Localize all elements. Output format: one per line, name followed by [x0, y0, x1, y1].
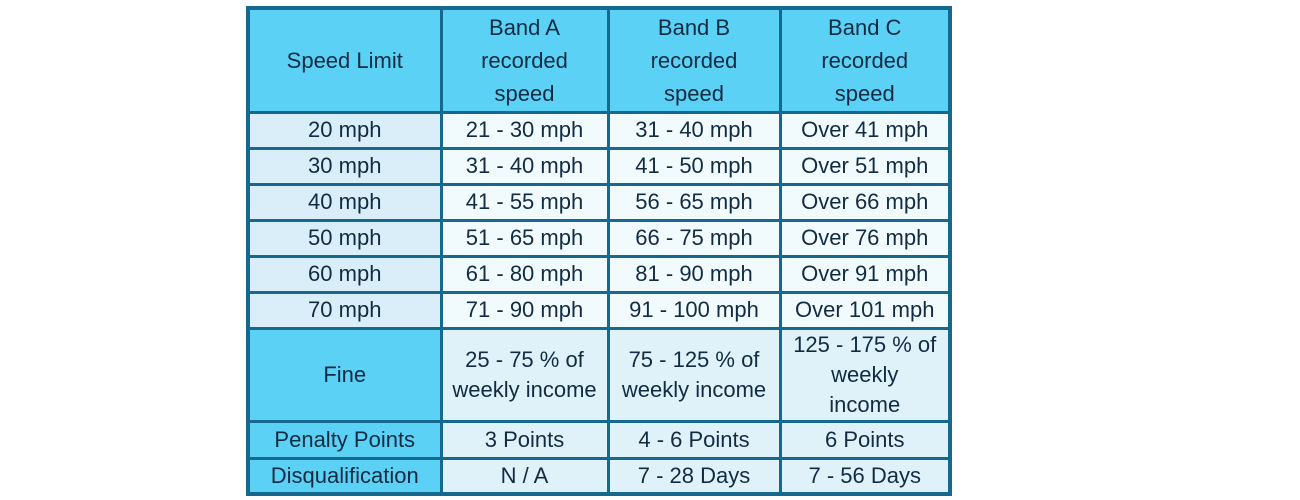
table-row-fine: Fine 25 - 75 % of weekly income 75 - 125… [246, 326, 952, 423]
speed-limit-cell: 40 mph [246, 182, 443, 222]
band-c-cell: Over 91 mph [778, 254, 952, 294]
band-b-sub2: speed [664, 80, 724, 106]
table-row-30mph: 30 mph 31 - 40 mph 41 - 50 mph Over 51 m… [246, 146, 952, 186]
speeding-fines-table: Speed Limit Band A recorded speed Band B… [246, 6, 952, 496]
band-b-cell: 31 - 40 mph [606, 110, 782, 150]
band-b-name: Band B [657, 14, 731, 40]
disqualification-band-a-cell: N / A [439, 456, 610, 496]
band-c-cell: Over 51 mph [778, 146, 952, 186]
header-band-a: Band A recorded speed [439, 6, 610, 114]
fine-band-c-line2: weekly [831, 361, 899, 387]
disqualification-band-c-cell: 7 - 56 Days [778, 456, 952, 496]
fine-band-c-cell: 125 - 175 % of weekly income [778, 326, 952, 423]
band-b-cell: 56 - 65 mph [606, 182, 782, 222]
disqualification-band-b-cell: 7 - 28 Days [606, 456, 782, 496]
band-a-cell: 71 - 90 mph [439, 290, 610, 330]
header-row: Speed Limit Band A recorded speed Band B… [246, 6, 952, 114]
penalty-band-c-cell: 6 Points [778, 419, 952, 460]
header-band-b: Band B recorded speed [606, 6, 782, 114]
header-speed-limit-label: Speed Limit [286, 47, 403, 73]
table-row-50mph: 50 mph 51 - 65 mph 66 - 75 mph Over 76 m… [246, 218, 952, 258]
header-speed-limit: Speed Limit [246, 6, 443, 114]
band-b-cell: 66 - 75 mph [606, 218, 782, 258]
fine-band-b-line2: weekly income [621, 376, 767, 402]
disqualification-label-cell: Disqualification [246, 456, 443, 496]
penalty-label-cell: Penalty Points [246, 419, 443, 460]
band-c-sub1: recorded [821, 47, 909, 73]
speed-limit-cell: 50 mph [246, 218, 443, 258]
band-a-cell: 21 - 30 mph [439, 110, 610, 150]
table-row-60mph: 60 mph 61 - 80 mph 81 - 90 mph Over 91 m… [246, 254, 952, 294]
table-row-penalty-points: Penalty Points 3 Points 4 - 6 Points 6 P… [246, 419, 952, 460]
table-row-disqualification: Disqualification N / A 7 - 28 Days 7 - 5… [246, 456, 952, 496]
fine-band-a-line1: 25 - 75 % of [465, 346, 584, 372]
fine-band-a-cell: 25 - 75 % of weekly income [439, 326, 610, 423]
band-b-cell: 91 - 100 mph [606, 290, 782, 330]
fine-label-cell: Fine [246, 326, 443, 423]
band-c-cell: Over 41 mph [778, 110, 952, 150]
band-a-name: Band A [489, 14, 560, 40]
fine-band-c-line1: 125 - 175 % of [793, 331, 937, 357]
band-b-sub1: recorded [650, 47, 738, 73]
band-c-cell: Over 101 mph [778, 290, 952, 330]
table-row-20mph: 20 mph 21 - 30 mph 31 - 40 mph Over 41 m… [246, 110, 952, 150]
table-row-40mph: 40 mph 41 - 55 mph 56 - 65 mph Over 66 m… [246, 182, 952, 222]
band-a-cell: 51 - 65 mph [439, 218, 610, 258]
penalty-band-a-cell: 3 Points [439, 419, 610, 460]
fine-band-c-line3: income [829, 391, 901, 417]
fine-band-a-line2: weekly income [452, 376, 597, 402]
band-a-cell: 31 - 40 mph [439, 146, 610, 186]
speed-limit-cell: 20 mph [246, 110, 443, 150]
band-a-sub2: speed [494, 80, 555, 106]
band-a-sub1: recorded [481, 47, 568, 73]
band-b-cell: 81 - 90 mph [606, 254, 782, 294]
speed-limit-cell: 60 mph [246, 254, 443, 294]
speed-limit-cell: 30 mph [246, 146, 443, 186]
table-row-70mph: 70 mph 71 - 90 mph 91 - 100 mph Over 101… [246, 290, 952, 330]
band-a-cell: 61 - 80 mph [439, 254, 610, 294]
penalty-band-b-cell: 4 - 6 Points [606, 419, 782, 460]
band-c-cell: Over 66 mph [778, 182, 952, 222]
fine-band-b-line1: 75 - 125 % of [628, 346, 760, 372]
band-b-cell: 41 - 50 mph [606, 146, 782, 186]
band-c-name: Band C [828, 14, 902, 40]
header-band-c: Band C recorded speed [778, 6, 952, 114]
band-a-cell: 41 - 55 mph [439, 182, 610, 222]
band-c-sub2: speed [834, 80, 895, 106]
speed-limit-cell: 70 mph [246, 290, 443, 330]
fine-band-b-cell: 75 - 125 % of weekly income [606, 326, 782, 423]
band-c-cell: Over 76 mph [778, 218, 952, 258]
